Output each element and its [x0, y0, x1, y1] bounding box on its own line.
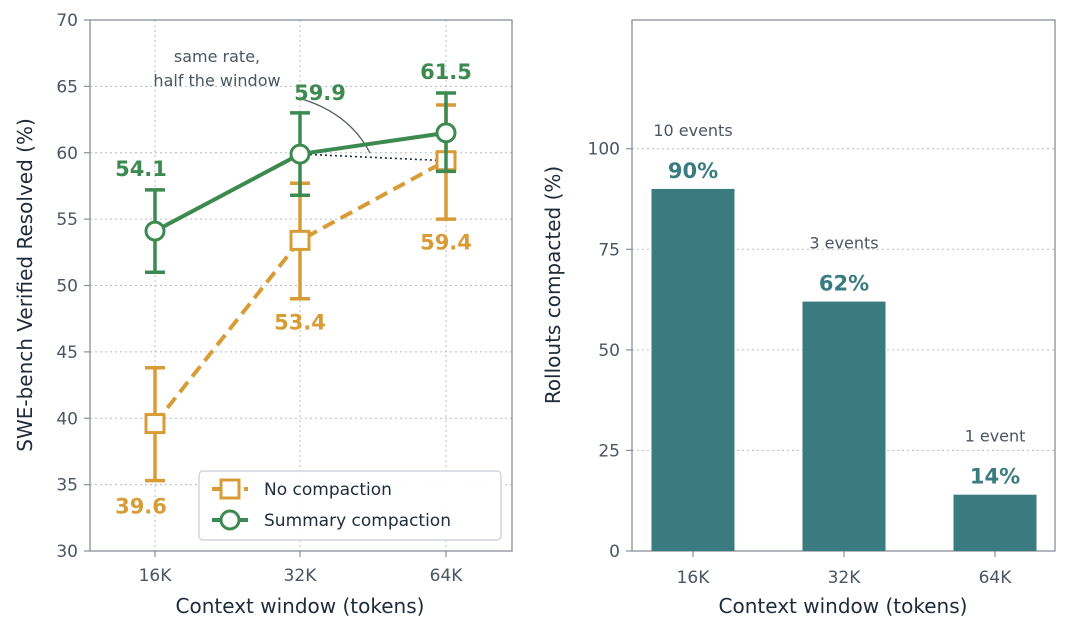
x-tick-label: 16K — [139, 566, 173, 586]
bar-event-label: 3 events — [809, 234, 878, 253]
left-y-axis-label: SWE-bench Verified Resolved (%) — [13, 118, 37, 452]
legend-marker-summary — [219, 509, 241, 531]
y-tick-label: 65 — [56, 77, 78, 97]
left-line-chart: 30 35 40 45 50 55 60 65 70 16K 32K 64K 39.6 53.4 59.4 5… — [56, 11, 513, 586]
left-x-axis-label: Context window (tokens) — [176, 594, 425, 618]
bar-value-label: 14% — [970, 465, 1020, 489]
y-tick-label: 40 — [56, 409, 78, 429]
data-label: 39.6 — [115, 495, 167, 519]
x-tick-label: 64K — [979, 568, 1013, 588]
right-x-axis-label: Context window (tokens) — [719, 594, 968, 618]
bar — [651, 188, 735, 552]
y-tick-label: 55 — [56, 210, 78, 230]
y-tick-label: 30 — [56, 542, 78, 562]
data-label: 54.1 — [115, 157, 167, 181]
y-tick-label: 75 — [598, 240, 620, 260]
bar-event-label: 10 events — [653, 121, 732, 140]
y-tick-label: 0 — [609, 542, 620, 562]
data-label: 59.9 — [294, 81, 346, 105]
bar-event-label: 1 event — [965, 427, 1026, 446]
x-tick-label: 64K — [430, 566, 464, 586]
bar-value-label: 90% — [668, 159, 718, 183]
y-tick-label: 50 — [56, 277, 78, 297]
data-point — [144, 413, 166, 435]
data-point — [289, 229, 311, 251]
y-tick-label: 70 — [56, 11, 78, 31]
annotation-line-2: half the window — [153, 71, 280, 90]
x-tick-label: 16K — [677, 568, 711, 588]
y-tick-label: 35 — [56, 476, 78, 496]
legend-label-summary: Summary compaction — [264, 511, 451, 531]
legend-label-no-compaction: No compaction — [264, 480, 392, 500]
annotation-line-1: same rate, — [174, 47, 260, 66]
series-line — [153, 158, 447, 425]
y-tick-label: 25 — [598, 441, 620, 461]
y-tick-label: 45 — [56, 343, 78, 363]
right-bar-chart: 0 25 50 75 100 16K 32K 64K 90% 10 events 62% 3 even… — [588, 19, 1056, 588]
y-tick-label: 50 — [598, 341, 620, 361]
legend: No compaction Summary compaction — [198, 470, 502, 541]
data-label: 59.4 — [420, 231, 472, 255]
bar — [802, 301, 886, 551]
data-point — [144, 220, 166, 242]
bar-value-label: 62% — [819, 272, 869, 296]
legend-marker-no-compaction — [219, 478, 241, 500]
x-tick-label: 32K — [828, 568, 862, 588]
data-point — [289, 143, 311, 165]
data-label: 61.5 — [420, 60, 472, 84]
data-point — [435, 122, 457, 144]
bar — [953, 494, 1037, 551]
data-label: 53.4 — [274, 310, 326, 334]
x-tick-label: 32K — [284, 566, 318, 586]
y-tick-label: 100 — [588, 140, 620, 160]
y-tick-label: 60 — [56, 144, 78, 164]
legend-box — [198, 470, 502, 541]
right-y-axis-label: Rollouts compacted (%) — [541, 166, 565, 404]
equal-rate-connector — [299, 153, 447, 162]
